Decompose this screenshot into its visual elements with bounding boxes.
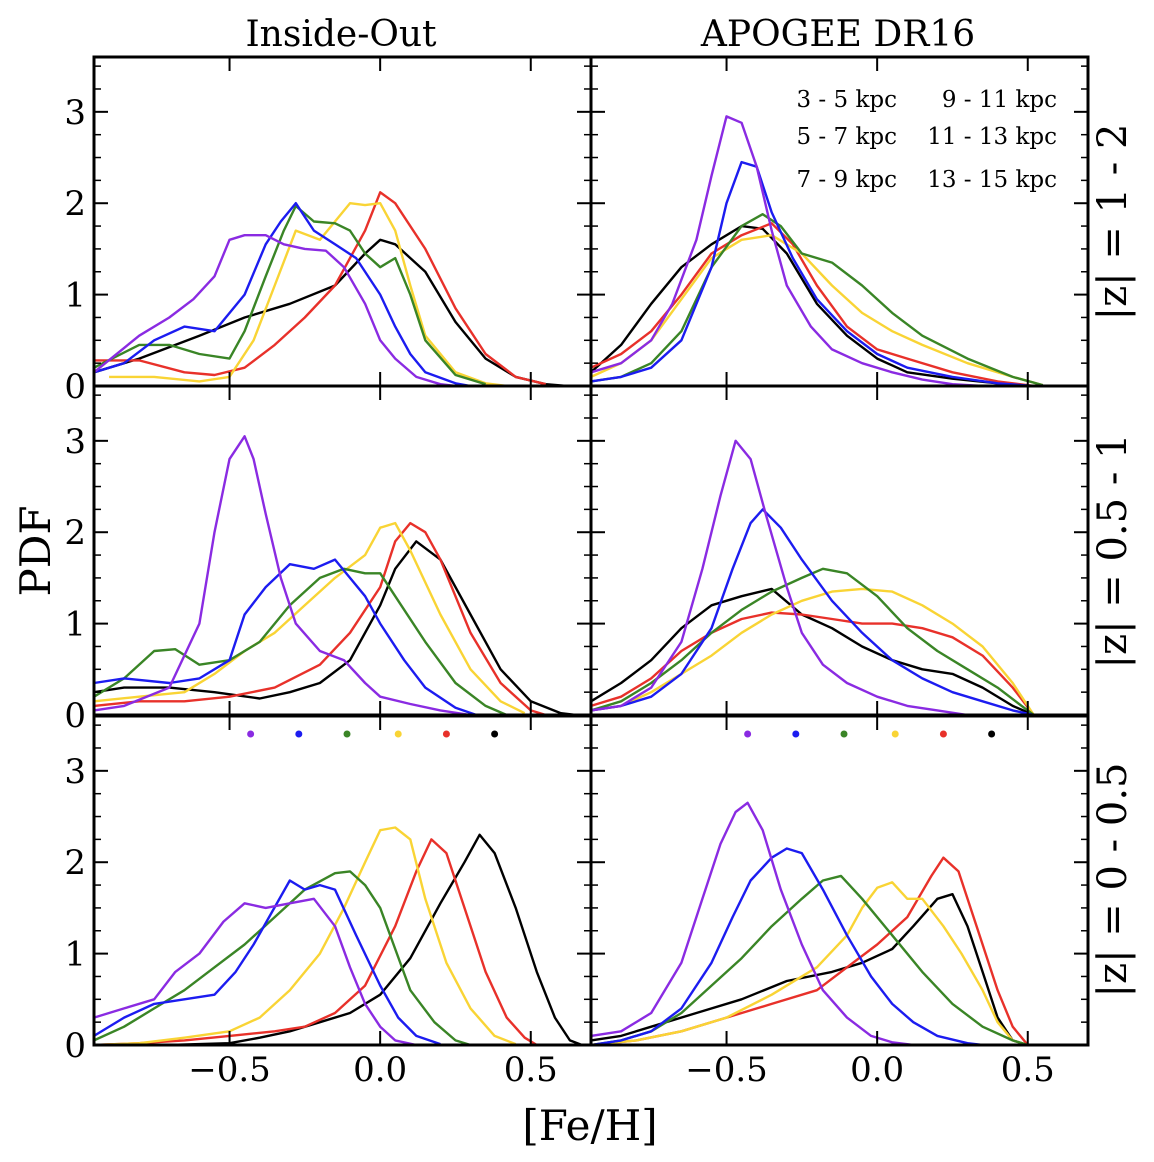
series-line-13-15-kpc [93,234,456,388]
series-line-7-9-kpc [109,202,507,388]
x-tick-label: −0.5 [685,1050,768,1090]
series-line-11-13-kpc [590,508,1035,717]
mean-marker-9-11-kpc [891,730,899,738]
y-tick-label: 0 [64,367,86,407]
y-tick-label: 2 [64,513,86,553]
x-tick-label: 0.0 [353,1050,407,1090]
series-line-11-13-kpc [93,202,471,388]
series-line-9-11-kpc [590,567,1035,716]
panel-inside-out-z-1-2: 0 1 2 3 [64,55,593,407]
series-line-11-13-kpc [93,558,477,717]
panel-apogee-dr16-z-0-5-1 [589,384,1090,717]
mean-marker-11-13-kpc [442,730,450,738]
row-label-middle: |z| = 0.5 - 1 [1090,434,1136,669]
legend-entry-13-15-kpc: 13 - 15 kpc [927,167,1057,193]
panel-inside-out-z-0-0-5: 0 1 2 3 −0.5 0.0 0.5 [64,714,593,1090]
mean-marker-11-13-kpc [939,730,947,738]
mean-marker-9-11-kpc [394,730,402,738]
y-tick-label: 1 [64,935,86,975]
series-line-5-7-kpc [93,521,547,717]
series-line-7-9-kpc [590,881,1029,1047]
y-axis-label: PDF [11,505,60,596]
series-line-9-11-kpc [93,870,471,1047]
panel-apogee-dr16-z-0-0-5: −0.5 0.0 0.5 [589,714,1090,1090]
series-line-3-5-kpc [590,224,1034,388]
legend-entry-11-13-kpc: 11 - 13 kpc [927,124,1057,150]
y-tick-label: 3 [64,752,86,792]
legend: 3 - 5 kpc 5 - 7 kpc 7 - 9 kpc 9 - 11 kpc… [796,87,1057,193]
mean-marker-3-5-kpc [247,730,255,738]
legend-entry-3-5-kpc: 3 - 5 kpc [796,87,897,113]
series-line-5-7-kpc [93,838,538,1047]
series-line-3-5-kpc [590,893,1029,1047]
series-line-3-5-kpc [93,238,568,388]
legend-entry-9-11-kpc: 9 - 11 kpc [942,87,1057,113]
series-line-3-5-kpc [590,587,1035,717]
series-line-13-15-kpc [93,897,417,1047]
series-line-11-13-kpc [93,879,441,1046]
series-line-7-9-kpc [590,587,1035,716]
panel-frame [589,714,1090,1047]
column-title-apogee: APOGEE DR16 [700,14,975,55]
series-line-13-15-kpc [590,115,983,388]
series-line-9-11-kpc [93,567,508,717]
series-line-9-11-kpc [93,204,486,386]
series-line-9-11-kpc [590,213,1044,387]
series-line-13-15-kpc [590,439,968,717]
row-label-bottom: |z| = 0 - 0.5 [1090,763,1136,998]
y-tick-label: 1 [64,276,86,316]
mean-marker-13-15-kpc [491,730,499,738]
mean-marker-5-7-kpc [792,730,800,738]
series-line-7-9-kpc [93,826,517,1047]
x-tick-label: 0.5 [504,1050,558,1090]
legend-entry-7-9-kpc: 7 - 9 kpc [796,167,897,193]
x-tick-label: 0.5 [1001,1050,1055,1090]
y-tick-label: 3 [64,422,86,462]
series-line-3-5-kpc [93,540,577,717]
y-tick-label: 3 [64,93,86,133]
mean-marker-5-7-kpc [295,730,303,738]
mean-marker-13-15-kpc [988,730,996,738]
mean-marker-3-5-kpc [744,730,752,738]
series-line-13-15-kpc [590,801,914,1047]
y-tick-label: 2 [64,184,86,224]
series-line-7-9-kpc [93,521,526,715]
series-line-5-7-kpc [590,222,1034,388]
panel-inside-out-z-0-5-1: 0 1 2 3 [64,384,593,736]
y-tick-label: 1 [64,605,86,645]
series-line-11-13-kpc [590,160,1034,388]
x-tick-label: 0.0 [850,1050,904,1090]
x-tick-label: −0.5 [188,1050,271,1090]
series-line-5-7-kpc [590,856,1029,1047]
panel-frame [92,55,593,388]
series-line-5-7-kpc [590,611,1035,716]
y-tick-label: 0 [64,696,86,736]
row-label-top: |z| = 1 - 2 [1090,124,1136,321]
panel-group: 0 1 2 3 0 1 2 3 0 1 2 3 −0.5 0.0 0.5 −0.5 0.0 0.5 [64,55,1090,1090]
y-tick-label: 2 [64,843,86,883]
legend-entry-5-7-kpc: 5 - 7 kpc [796,124,897,150]
panel-frame [92,714,593,1047]
mean-marker-7-9-kpc [343,730,351,738]
y-tick-label: 0 [64,1026,86,1066]
mean-marker-7-9-kpc [840,730,848,738]
series-line-3-5-kpc [94,833,583,1047]
column-title-inside-out: Inside-Out [245,14,437,55]
series-line-13-15-kpc [93,435,471,717]
x-axis-label: [Fe/H] [522,1101,657,1150]
series-line-9-11-kpc [590,874,1029,1047]
series-line-5-7-kpc [94,191,547,386]
series-line-11-13-kpc [590,847,983,1047]
